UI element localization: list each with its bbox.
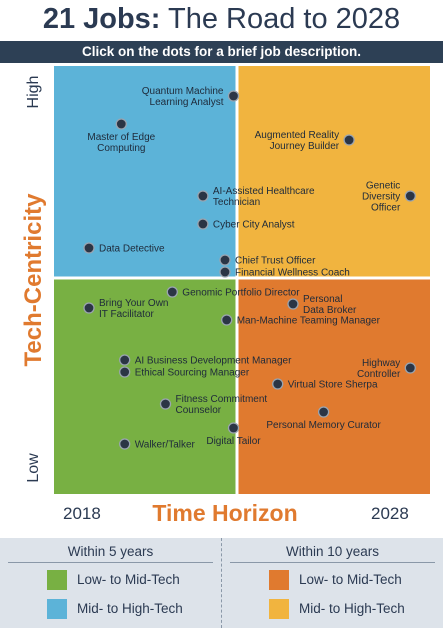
legend-divider — [221, 538, 222, 628]
job-label: Augmented Reality — [255, 130, 340, 141]
job-label: Walker/Talker — [135, 440, 196, 451]
legend-swatch-green — [47, 570, 67, 590]
legend-item: Mid- to High-Tech — [0, 599, 221, 621]
job-dot[interactable] — [119, 354, 131, 366]
legend: Within 5 years Low- to Mid-Tech Mid- to … — [0, 538, 443, 628]
job-label: Bring Your Own — [99, 298, 169, 309]
legend-column-10-years: Within 10 years Low- to Mid-Tech Mid- to… — [222, 538, 443, 628]
job-label: Man-Machine Teaming Manager — [237, 316, 381, 327]
job-label: Highway — [362, 358, 400, 369]
job-dot[interactable] — [197, 190, 209, 202]
instruction-banner: Click on the dots for a brief job descri… — [0, 41, 443, 63]
job-label: Data Broker — [303, 305, 357, 316]
job-dot[interactable] — [404, 362, 416, 374]
job-label: Fitness Commitment — [176, 394, 268, 405]
job-dot[interactable] — [115, 118, 127, 130]
legend-swatch-dark-orange — [269, 570, 289, 590]
job-dot[interactable] — [119, 366, 131, 378]
job-label: AI Business Development Manager — [135, 356, 292, 367]
job-label: Virtual Store Sherpa — [288, 380, 378, 391]
job-dot[interactable] — [83, 242, 95, 254]
job-dot[interactable] — [197, 218, 209, 230]
y-axis-high-label: High — [19, 72, 49, 112]
job-label: Master of Edge — [87, 132, 155, 143]
quadrant-top-right — [238, 66, 430, 277]
y-axis-low-label: Low — [19, 448, 49, 488]
legend-header-10-years: Within 10 years — [285, 544, 380, 559]
job-label: Digital Tailor — [206, 436, 261, 447]
job-label: AI-Assisted Healthcare — [213, 186, 315, 197]
job-dot[interactable] — [404, 190, 416, 202]
job-label: Genomic Portfolio Director — [182, 288, 300, 299]
legend-label: Low- to Mid-Tech — [77, 572, 180, 587]
legend-label: Mid- to High-Tech — [299, 601, 405, 616]
job-dot[interactable] — [219, 266, 231, 278]
job-dot[interactable] — [227, 422, 240, 434]
job-label: Personal Memory Curator — [266, 420, 381, 431]
job-dot[interactable] — [287, 298, 299, 310]
job-label: Technician — [213, 197, 260, 208]
y-axis-high-text: High — [25, 75, 42, 109]
x-axis-title: Time Horizon — [152, 500, 298, 526]
job-label: Counselor — [176, 405, 222, 416]
title-rest: The Road to 2028 — [160, 3, 401, 35]
legend-column-5-years: Within 5 years Low- to Mid-Tech Mid- to … — [0, 538, 221, 628]
job-label: Personal — [303, 294, 342, 305]
job-dot[interactable] — [272, 378, 284, 390]
job-label: Learning Analyst — [150, 97, 224, 108]
legend-rule — [230, 562, 435, 563]
legend-header-5-years: Within 5 years — [67, 544, 154, 559]
legend-swatch-orange — [269, 599, 289, 619]
job-label: Diversity — [362, 192, 400, 203]
job-label: IT Facilitator — [99, 309, 154, 320]
legend-item: Mid- to High-Tech — [222, 599, 443, 621]
legend-label: Low- to Mid-Tech — [299, 572, 402, 587]
y-axis-low-text: Low — [25, 453, 42, 483]
job-label: Financial Wellness Coach — [235, 268, 350, 279]
page-title: 21 Jobs: The Road to 2028 — [0, 0, 443, 38]
job-dot[interactable] — [119, 438, 131, 450]
job-label: Chief Trust Officer — [235, 256, 316, 267]
legend-item: Low- to Mid-Tech — [0, 570, 221, 592]
title-bold: 21 Jobs: — [42, 3, 161, 35]
job-label: Ethical Sourcing Manager — [135, 368, 250, 379]
y-axis-title-text: Tech-Centricity — [20, 193, 47, 367]
legend-label: Mid- to High-Tech — [77, 601, 183, 616]
job-dot[interactable] — [166, 286, 178, 298]
job-label: Journey Builder — [270, 141, 340, 152]
y-axis-title: Tech-Centricity — [12, 170, 56, 390]
job-label: Quantum Machine — [142, 86, 224, 97]
job-label: Computing — [97, 143, 145, 154]
job-label: Genetic — [366, 181, 400, 192]
x-axis-end-label: 2028 — [371, 504, 409, 523]
job-label: Cyber City Analyst — [213, 220, 295, 231]
legend-swatch-blue — [47, 599, 67, 619]
job-label: Controller — [357, 369, 401, 380]
job-dot[interactable] — [343, 134, 355, 146]
job-dot[interactable] — [317, 406, 330, 418]
legend-item: Low- to Mid-Tech — [222, 570, 443, 592]
legend-rule — [8, 562, 213, 563]
job-dot[interactable] — [227, 90, 240, 102]
job-label: Data Detective — [99, 244, 165, 255]
job-dot[interactable] — [221, 314, 233, 326]
job-dot[interactable] — [219, 254, 231, 266]
x-axis-start-label: 2018 — [63, 504, 101, 523]
job-label: Officer — [371, 203, 401, 214]
job-dot[interactable] — [83, 302, 95, 314]
job-dot[interactable] — [159, 398, 172, 410]
